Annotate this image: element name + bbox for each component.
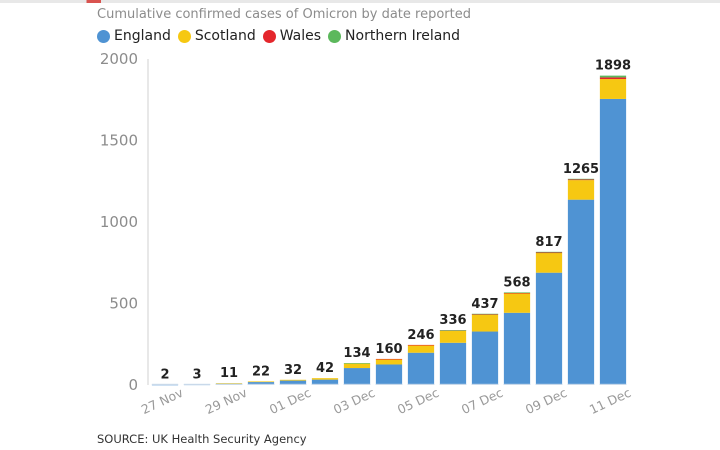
bar-base	[439, 383, 467, 385]
bar-total-label: 160	[375, 342, 402, 357]
bar-segment-scotland	[279, 379, 307, 381]
bar-base	[215, 383, 243, 385]
y-tick-label: 500	[109, 295, 138, 313]
bar-base	[503, 383, 531, 385]
bar-segment-northern-ireland	[535, 251, 563, 253]
legend-swatch-england	[97, 29, 110, 43]
bar-segment-wales	[375, 358, 403, 360]
bar-total-label: 1898	[595, 59, 631, 74]
bar-segment-scotland	[567, 180, 595, 200]
bar-base	[375, 383, 403, 385]
bar-segment-england	[439, 342, 467, 385]
bar-segment-england	[535, 272, 563, 385]
x-tick-label: 11 Dec	[587, 385, 633, 417]
bar-total-label: 42	[316, 361, 334, 376]
y-tick-label: 1000	[100, 213, 138, 231]
legend-label-wales: Wales	[279, 28, 322, 44]
legend-item-england: England	[97, 28, 171, 44]
bar-total-label: 32	[284, 363, 302, 378]
x-tick-label: 01 Dec	[267, 385, 313, 417]
legend-label-england: England	[114, 28, 171, 44]
y-tick-label: 1500	[100, 132, 138, 150]
bar-segment-northern-ireland	[471, 313, 499, 315]
bar-segment-scotland	[439, 330, 467, 343]
bar-base	[343, 383, 371, 385]
bar-base	[311, 383, 339, 385]
bar-segment-scotland	[343, 363, 371, 369]
bar-segment-northern-ireland	[599, 75, 627, 78]
bar-base	[279, 383, 307, 385]
bar-segment-england	[279, 380, 307, 385]
bar-total-label: 1265	[563, 162, 599, 177]
bar-segment-england	[567, 199, 595, 385]
bar-segment-wales	[567, 179, 595, 181]
x-tick-label: 03 Dec	[331, 385, 377, 417]
bar-segment-england	[599, 98, 627, 385]
bar-segment-england	[247, 382, 275, 385]
bar-segment-scotland	[535, 252, 563, 273]
bar-base	[471, 383, 499, 385]
bar-total-label: 134	[343, 346, 370, 361]
bar-base	[407, 383, 435, 385]
bar-segment-scotland	[407, 345, 435, 353]
y-tick-label: 2000	[100, 50, 138, 68]
bar-segment-wales	[535, 252, 563, 254]
bar-total-label: 568	[503, 275, 530, 290]
bar-segment-england	[343, 368, 371, 385]
chart-title: Cumulative confirmed cases of Omicron by…	[97, 7, 471, 22]
legend-item-northern-ireland: Northern Ireland	[328, 28, 460, 44]
x-tick-label: 05 Dec	[395, 385, 441, 417]
x-tick-label: 07 Dec	[459, 385, 505, 417]
chart-legend: England Scotland Wales Northern Ireland	[97, 28, 467, 44]
x-tick-label: 09 Dec	[523, 385, 569, 417]
legend-item-wales: Wales	[262, 28, 322, 44]
bar-segment-wales	[407, 344, 435, 346]
bar-base	[247, 383, 275, 385]
bar-base	[535, 383, 563, 385]
bar-segment-scotland	[503, 293, 531, 313]
bar-segment-northern-ireland	[343, 363, 371, 364]
legend-swatch-wales	[262, 29, 276, 43]
source-note: SOURCE: UK Health Security Agency	[97, 432, 307, 446]
legend-item-scotland: Scotland	[177, 28, 256, 44]
bar-segment-england	[407, 352, 435, 385]
bar-total-label: 817	[535, 235, 562, 250]
bar-segment-wales	[471, 314, 499, 315]
x-tick-label: 27 Nov	[139, 385, 186, 418]
legend-label-scotland: Scotland	[194, 28, 256, 44]
bar-segment-northern-ireland	[503, 292, 531, 294]
bar-segment-northern-ireland	[439, 330, 467, 331]
bar-base	[599, 383, 627, 385]
bar-total-label: 246	[407, 328, 434, 343]
bar-segment-england	[311, 379, 339, 385]
legend-swatch-scotland	[177, 29, 191, 43]
bar-base	[183, 383, 211, 385]
top-accent-strip	[0, 0, 720, 3]
bar-base	[567, 383, 595, 385]
bar-total-label: 336	[439, 313, 466, 328]
bar-segment-northern-ireland	[567, 178, 595, 180]
bar-total-label: 2	[160, 368, 169, 383]
bar-segment-scotland	[599, 79, 627, 99]
bar-segment-wales	[503, 292, 531, 294]
x-tick-label: 29 Nov	[203, 385, 250, 418]
bar-segment-scotland	[247, 381, 275, 383]
bar-segment-scotland	[471, 314, 499, 332]
bar-total-label: 437	[471, 297, 498, 312]
y-tick-label: 0	[128, 376, 138, 394]
bar-total-label: 11	[220, 366, 238, 381]
bar-segment-scotland	[311, 378, 339, 380]
legend-label-northern-ireland: Northern Ireland	[345, 28, 461, 44]
bar-base	[151, 383, 179, 385]
bar-segment-england	[375, 364, 403, 385]
bar-segment-scotland	[215, 383, 243, 384]
bar-segment-scotland	[375, 359, 403, 365]
bar-segment-england	[503, 312, 531, 385]
bar-total-label: 22	[252, 364, 270, 379]
bar-total-label: 3	[192, 368, 201, 383]
bar-segment-england	[471, 331, 499, 385]
legend-swatch-northern-ireland	[328, 29, 342, 43]
bar-segment-wales	[599, 77, 627, 80]
